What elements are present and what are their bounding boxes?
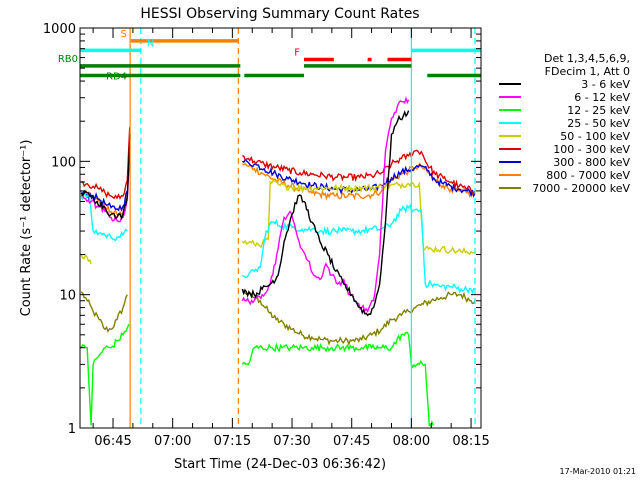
legend-label: 12 - 25 keV xyxy=(567,104,630,117)
flag-label-rd4: RD4 xyxy=(106,72,127,83)
legend-label: 50 - 100 keV xyxy=(560,130,630,143)
flag-layer: S N F RB0 RD4 xyxy=(58,29,481,83)
legend-label: 100 - 300 keV xyxy=(553,143,630,156)
y-tick-label: 100 xyxy=(51,155,76,170)
x-axis-label: Start Time (24-Dec-03 06:36:42) xyxy=(174,457,386,472)
axes-layer: 1 10 100 1000 06:45 07:00 07:15 07:30 07:45 08:00… xyxy=(43,22,490,449)
legend-header: Det 1,3,4,5,6,9, xyxy=(544,52,630,65)
legend-label: 25 - 50 keV xyxy=(567,117,630,130)
legend-label: 7000 - 20000 keV xyxy=(532,182,630,195)
x-tick-label: 07:00 xyxy=(154,434,191,449)
x-tick-label: 08:15 xyxy=(452,434,489,449)
flag-label-s: S xyxy=(121,29,127,40)
legend-label: 300 - 800 keV xyxy=(553,156,630,169)
x-tick-label: 06:45 xyxy=(94,434,131,449)
footer-timestamp: 17-Mar-2010 01:21 xyxy=(560,467,637,476)
y-tick-label: 1000 xyxy=(43,22,76,37)
series-layer xyxy=(80,96,476,427)
series-line-4 xyxy=(80,179,476,265)
x-tick-label: 07:45 xyxy=(333,434,370,449)
y-axis-label: Count Rate (s⁻¹ detector⁻¹) xyxy=(19,140,34,317)
chart-title: HESSI Observing Summary Count Rates xyxy=(140,6,419,22)
legend-label: 3 - 6 keV xyxy=(581,78,630,91)
vline-layer xyxy=(129,28,476,428)
x-tick-label: 08:00 xyxy=(393,434,430,449)
series-line-8 xyxy=(80,288,476,347)
series-line-5 xyxy=(81,127,476,200)
plot-frame xyxy=(79,27,482,429)
flag-label-rb0: RB0 xyxy=(58,54,78,65)
x-tick-label: 07:30 xyxy=(273,434,310,449)
y-tick-label: 10 xyxy=(59,289,76,304)
series-line-2 xyxy=(80,323,434,427)
legend-label: 800 - 7000 keV xyxy=(546,169,630,182)
legend-label: 6 - 12 keV xyxy=(574,91,630,104)
flag-label-n: N xyxy=(147,38,154,49)
series-line-1 xyxy=(80,96,410,313)
y-tick-label: 1 xyxy=(68,422,76,437)
legend-header: FDecim 1, Att 0 xyxy=(545,65,630,78)
legend: Det 1,3,4,5,6,9,FDecim 1, Att 03 - 6 keV… xyxy=(499,52,630,195)
x-tick-label: 07:15 xyxy=(214,434,251,449)
flag-label-f: F xyxy=(294,48,300,59)
series-line-0 xyxy=(80,110,410,317)
